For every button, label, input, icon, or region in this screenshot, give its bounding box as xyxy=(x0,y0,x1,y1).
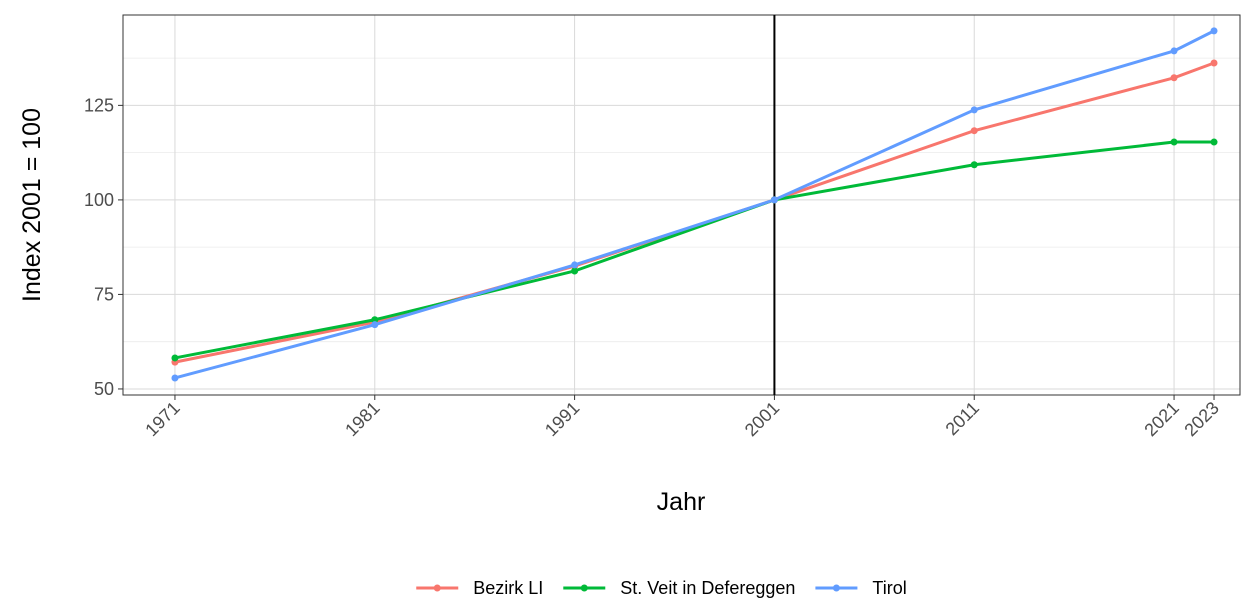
x-tick-label: 1991 xyxy=(541,398,583,440)
data-point xyxy=(770,196,778,204)
legend-key-point xyxy=(832,584,840,592)
panel-border xyxy=(122,14,1241,396)
legend-label: Tirol xyxy=(872,578,906,598)
data-point xyxy=(1210,59,1218,67)
data-point xyxy=(970,161,978,169)
data-point xyxy=(171,374,179,382)
x-tick-label: 2021 xyxy=(1140,398,1182,440)
data-point xyxy=(1210,138,1218,146)
y-tick-label: 125 xyxy=(84,95,114,115)
x-tick-label: 1981 xyxy=(341,398,383,440)
data-point xyxy=(171,354,179,362)
y-tick-label: 75 xyxy=(94,284,114,304)
data-point xyxy=(371,321,379,329)
legend-key-point xyxy=(433,584,441,592)
x-tick-label: 2011 xyxy=(942,398,984,440)
data-point xyxy=(970,127,978,135)
data-point xyxy=(1170,138,1178,146)
legend: Bezirk LI St. Veit in Defereggen Tirol xyxy=(416,578,907,598)
data-point xyxy=(1170,74,1178,82)
y-tick-label: 50 xyxy=(94,379,114,399)
series-line xyxy=(174,29,1215,380)
legend-label: St. Veit in Defereggen xyxy=(620,578,795,598)
x-tick-label: 2023 xyxy=(1180,398,1222,440)
legend-label: Bezirk LI xyxy=(473,578,543,598)
x-axis-title: Jahr xyxy=(657,488,706,516)
x-tick-label: 1971 xyxy=(141,398,183,440)
data-point xyxy=(571,261,579,269)
data-point xyxy=(371,316,379,324)
data-point xyxy=(571,267,579,275)
series-line xyxy=(174,61,1215,364)
y-tick-label: 100 xyxy=(84,190,114,210)
x-tick-label: 2001 xyxy=(741,398,783,440)
data-point xyxy=(1210,27,1218,35)
data-point xyxy=(970,106,978,114)
legend-key-point xyxy=(580,584,588,592)
y-axis-title: Index 2001 = 100 xyxy=(18,108,46,302)
data-point xyxy=(1170,47,1178,55)
series-line xyxy=(174,140,1215,360)
